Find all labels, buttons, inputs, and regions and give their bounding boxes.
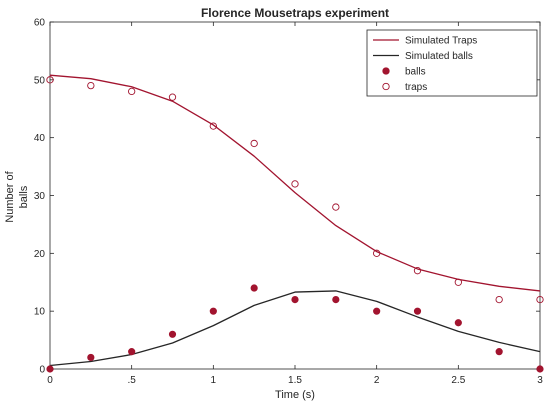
data-point-balls: [373, 307, 381, 315]
y-tick-label: 50: [34, 75, 46, 86]
y-axis-label-line-1: Number of: [4, 170, 16, 222]
chart-title: Florence Mousetraps experiment: [201, 6, 389, 20]
data-point-balls: [536, 365, 544, 373]
data-point-balls: [413, 307, 422, 315]
y-tick-label: 30: [34, 191, 46, 202]
data-point-balls: [209, 307, 217, 315]
legend-swatch-traps: [382, 82, 390, 91]
x-axis-label: Time (s): [275, 389, 315, 401]
data-point-traps: [291, 180, 299, 188]
data-point-balls: [250, 284, 258, 292]
data-point-traps: [536, 295, 544, 304]
data-point-traps: [128, 87, 136, 96]
legend-label-balls: balls: [405, 67, 426, 78]
legend-box: [366, 29, 538, 97]
x-tick-label: 1: [211, 375, 217, 386]
data-point-traps: [454, 278, 462, 286]
data-point-traps: [495, 295, 503, 304]
x-tick-label: 2.5: [451, 375, 465, 386]
data-point-traps: [373, 249, 381, 257]
data-point-traps: [168, 93, 177, 101]
legend-label-simulated-traps: Simulated Traps: [405, 36, 477, 47]
data-point-balls: [495, 348, 503, 356]
data-point-traps: [209, 122, 217, 130]
y-tick-label: 60: [34, 18, 46, 29]
legend-label-traps: traps: [405, 82, 427, 93]
data-point-traps: [413, 267, 422, 275]
x-tick-label: 3: [537, 375, 543, 386]
x-tick-label: 1.5: [288, 375, 302, 386]
x-tick-label: 2: [374, 375, 380, 386]
y-tick-label: 10: [34, 307, 46, 318]
y-tick-label: 40: [34, 133, 46, 144]
y-tick-label: 0: [39, 365, 45, 376]
data-point-traps: [46, 76, 54, 84]
data-point-balls: [291, 295, 299, 304]
x-tick-label: .5: [127, 375, 136, 386]
data-point-traps: [87, 81, 95, 90]
data-point-balls: [332, 295, 340, 304]
data-point-balls: [87, 353, 95, 362]
y-tick-label: 20: [34, 249, 46, 260]
x-tick-label: 0: [47, 375, 53, 386]
data-point-traps: [332, 203, 340, 211]
y-axis-label-line-2: balls: [18, 185, 30, 208]
legend-label-simulated-balls: Simulated balls: [405, 51, 473, 62]
data-point-balls: [128, 348, 136, 356]
data-point-balls: [454, 319, 462, 327]
data-point-balls: [46, 365, 54, 373]
data-point-traps: [250, 139, 258, 148]
data-point-balls: [168, 330, 177, 338]
legend-swatch-balls: [382, 67, 390, 75]
